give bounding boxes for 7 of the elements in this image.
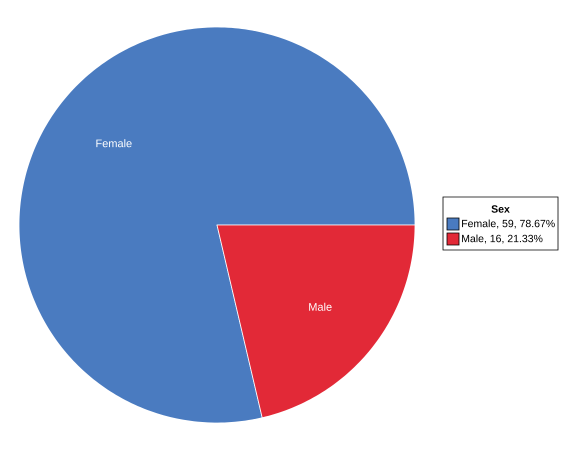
slice-label: Male [309,302,332,311]
data-label: , 16, 21.33% [484,234,543,244]
legend-label: Female [462,220,496,228]
legend-title: Sex [491,205,510,213]
data-label: , 59, 78.67% [497,220,555,228]
slice-label: Female [96,139,132,148]
legend-label: Male [462,234,484,242]
